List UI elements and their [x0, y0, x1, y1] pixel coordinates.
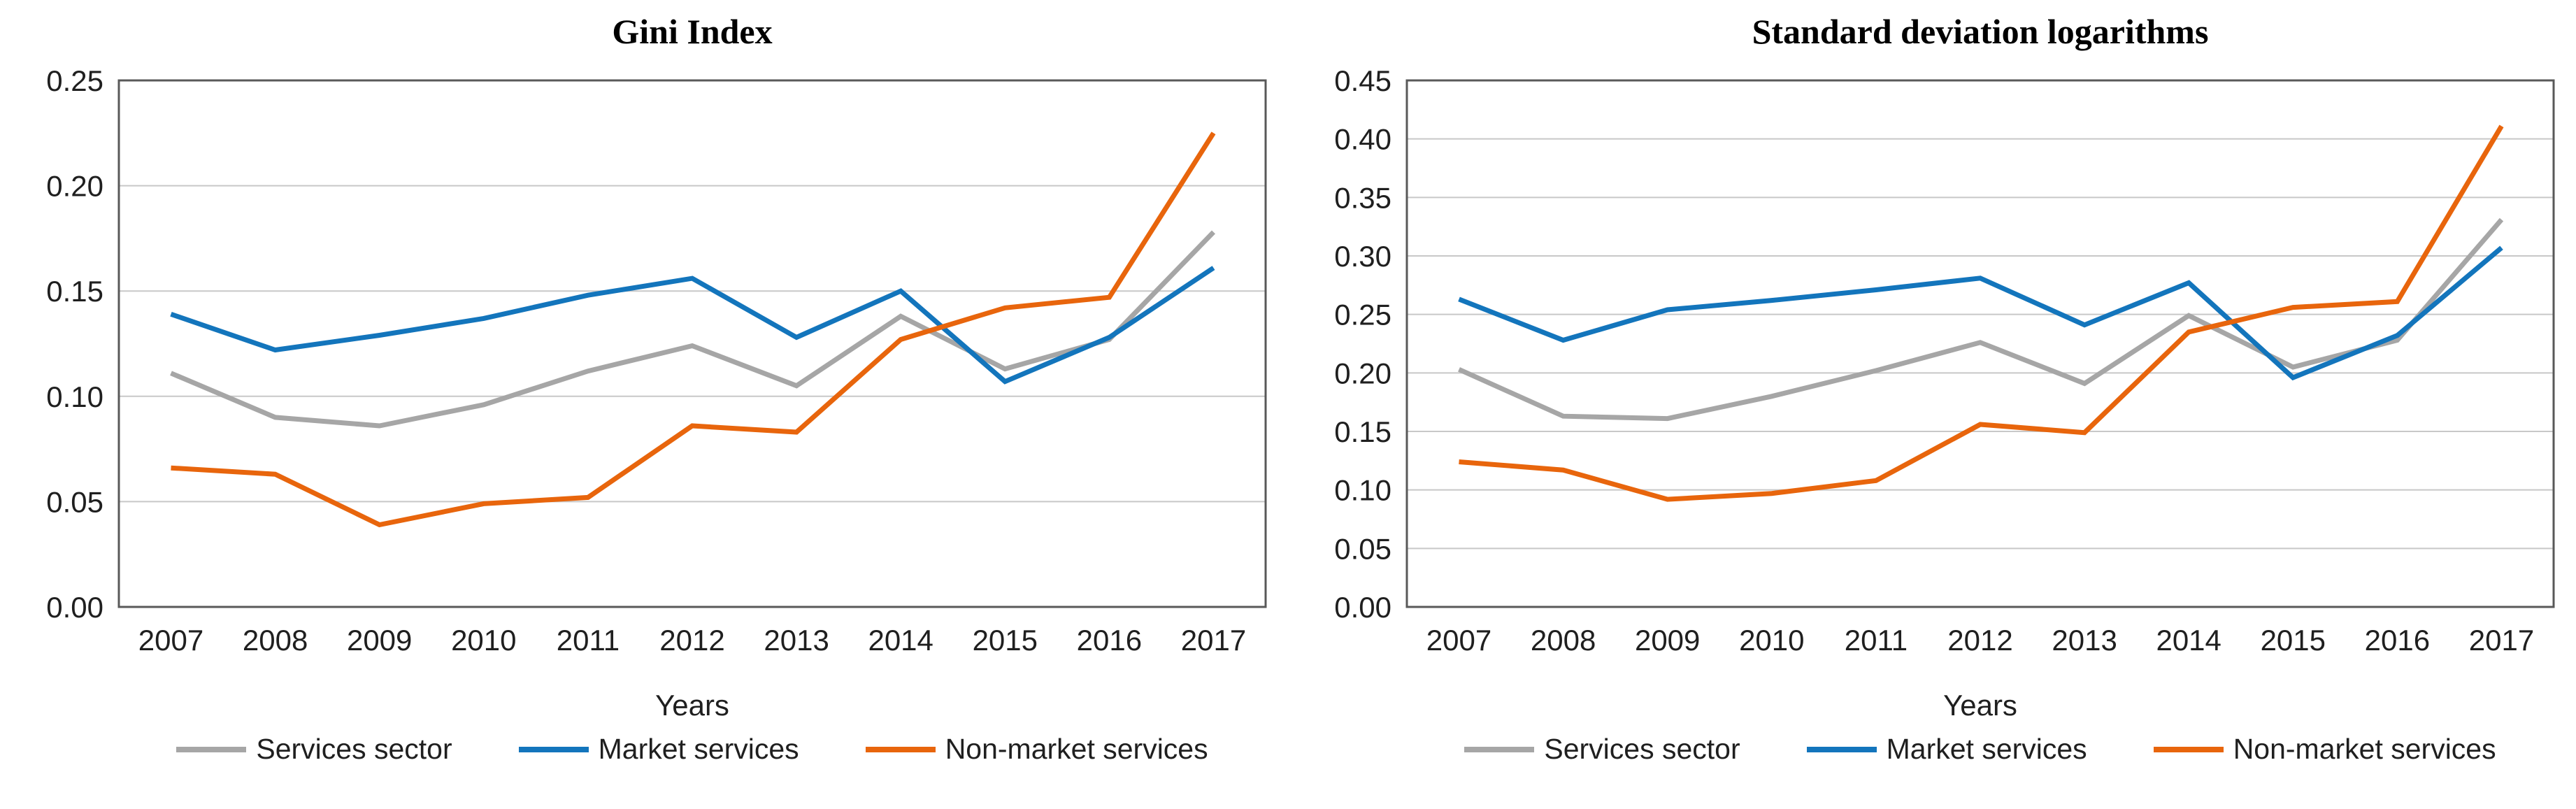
market-services-line-icon — [1806, 746, 1877, 752]
svg-text:2007: 2007 — [138, 624, 203, 657]
svg-text:2014: 2014 — [868, 624, 933, 657]
svg-text:0.30: 0.30 — [1334, 240, 1391, 273]
legend-label: Services sector — [256, 733, 452, 765]
svg-text:0.15: 0.15 — [1334, 415, 1391, 448]
legend: Services sector Market services Non-mark… — [1407, 733, 2554, 766]
svg-text:2017: 2017 — [1181, 624, 1246, 657]
non-market-services-line-icon — [865, 746, 936, 752]
svg-text:2013: 2013 — [2052, 624, 2117, 657]
svg-text:2016: 2016 — [2365, 624, 2430, 657]
legend-item-services-sector: Services sector — [176, 733, 452, 766]
svg-text:2014: 2014 — [2156, 624, 2221, 657]
services-sector-line-icon — [1464, 746, 1535, 752]
svg-text:2013: 2013 — [764, 624, 829, 657]
gini-index-line-chart: 0.00 0.05 0.10 0.15 0.20 0.25 2007 2008 2009 2010… — [46, 70, 1267, 657]
svg-text:0.35: 0.35 — [1334, 181, 1391, 214]
svg-text:0.25: 0.25 — [1334, 299, 1391, 331]
legend-item-non-market-services: Non-market services — [865, 733, 1208, 766]
svg-text:0.20: 0.20 — [1334, 357, 1391, 389]
svg-text:0.00: 0.00 — [1334, 591, 1391, 624]
svg-text:0.05: 0.05 — [1334, 532, 1391, 565]
svg-text:2008: 2008 — [1531, 624, 1596, 657]
svg-text:2011: 2011 — [557, 624, 620, 657]
legend-label: Market services — [598, 733, 799, 765]
svg-text:0.10: 0.10 — [46, 380, 103, 413]
svg-text:0.40: 0.40 — [1334, 123, 1391, 156]
svg-text:2010: 2010 — [1739, 624, 1804, 657]
svg-text:2007: 2007 — [1426, 624, 1491, 657]
page-title: Gini Index — [612, 12, 773, 51]
svg-text:2010: 2010 — [451, 624, 516, 657]
svg-text:0.00: 0.00 — [46, 591, 103, 624]
svg-text:2012: 2012 — [659, 624, 724, 657]
svg-text:2008: 2008 — [243, 624, 308, 657]
svg-text:2015: 2015 — [2261, 624, 2326, 657]
stdev-logarithms-panel: Standard deviation logarithms 0.00 0.05 0.… — [1288, 0, 2576, 809]
svg-text:2012: 2012 — [1947, 624, 2012, 657]
legend-item-market-services: Market services — [518, 733, 799, 766]
svg-text:0.05: 0.05 — [46, 485, 103, 518]
page-title: Standard deviation logarithms — [1752, 12, 2209, 51]
svg-text:0.25: 0.25 — [46, 70, 103, 97]
svg-text:0.45: 0.45 — [1334, 70, 1391, 97]
svg-text:2009: 2009 — [347, 624, 412, 657]
legend-label: Services sector — [1544, 733, 1740, 765]
x-axis-title: Years — [1943, 689, 2017, 722]
legend-label: Non-market services — [945, 733, 1208, 765]
legend-item-non-market-services: Non-market services — [2153, 733, 2496, 766]
legend-label: Non-market services — [2233, 733, 2496, 765]
svg-text:2017: 2017 — [2469, 624, 2534, 657]
services-sector-line-icon — [176, 746, 247, 752]
gini-index-panel: Gini Index 0.00 0.05 0.10 0.15 0.20 0.25 2007 2… — [46, 12, 1267, 766]
non-market-services-line-icon — [2153, 746, 2224, 752]
legend-item-services-sector: Services sector — [1464, 733, 1740, 766]
svg-text:2015: 2015 — [973, 624, 1038, 657]
legend-label: Market services — [1886, 733, 2087, 765]
x-axis-title: Years — [655, 689, 729, 722]
svg-text:2009: 2009 — [1635, 624, 1700, 657]
svg-text:0.15: 0.15 — [46, 275, 103, 308]
legend: Services sector Market services Non-mark… — [119, 733, 1266, 766]
legend-item-market-services: Market services — [1806, 733, 2087, 766]
svg-text:0.10: 0.10 — [1334, 474, 1391, 507]
svg-text:2016: 2016 — [1077, 624, 1142, 657]
market-services-line-icon — [518, 746, 589, 752]
svg-text:0.20: 0.20 — [46, 170, 103, 203]
stdev-logarithms-line-chart: 0.00 0.05 0.10 0.15 0.20 0.25 0.30 0.35 0.40 0.45… — [1334, 70, 2555, 657]
svg-text:2011: 2011 — [1845, 624, 1908, 657]
